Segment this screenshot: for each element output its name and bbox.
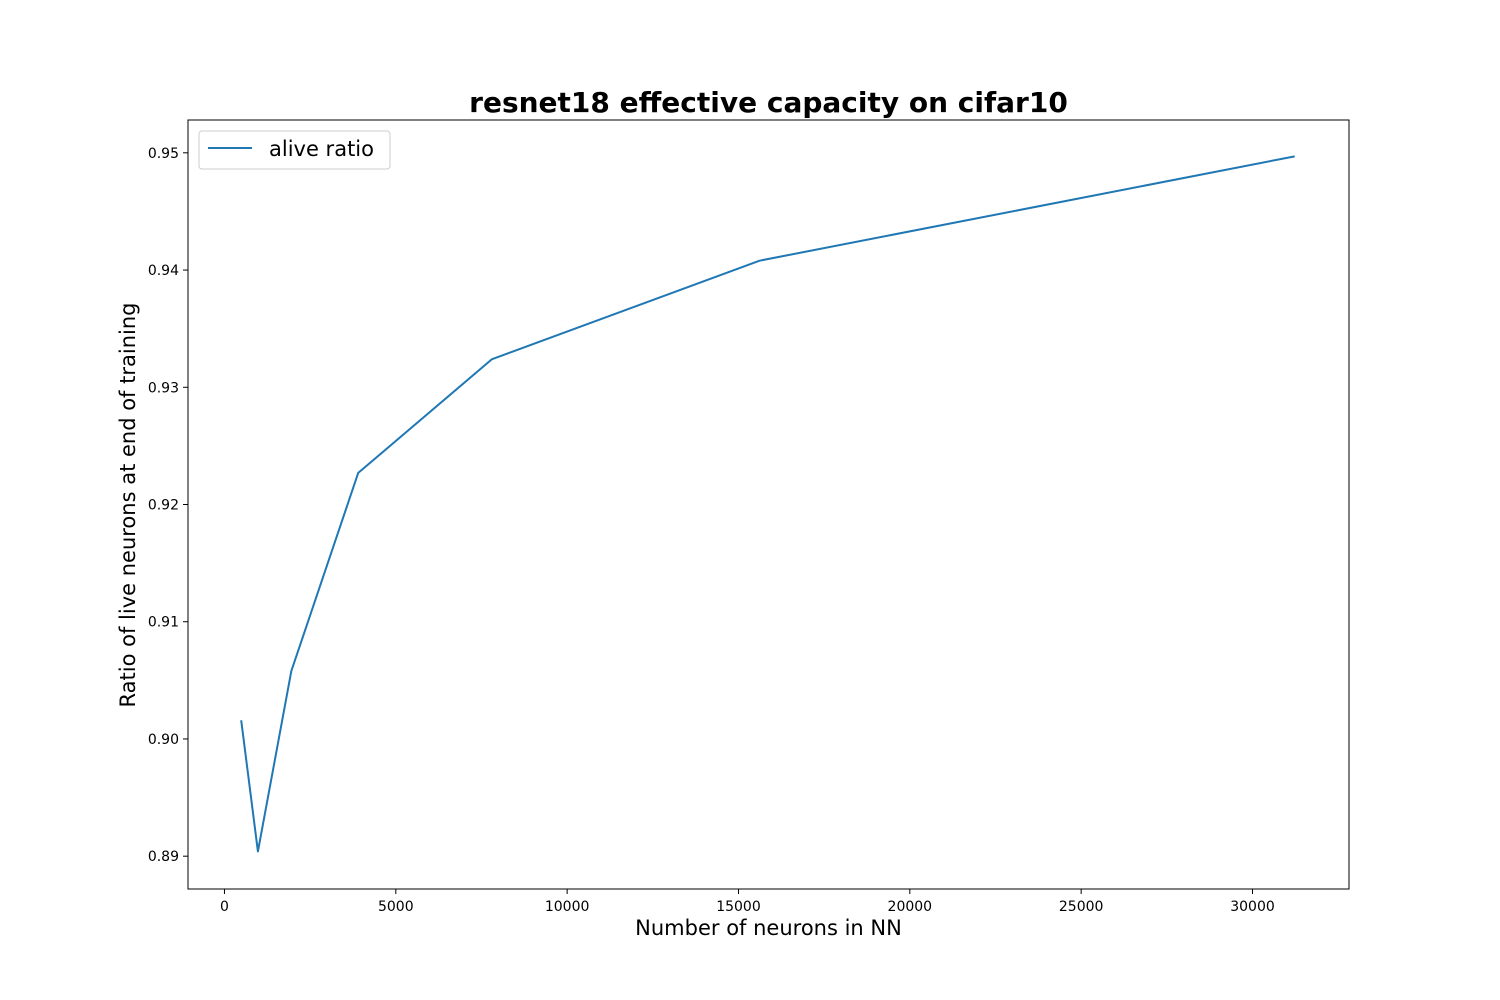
x-tick-label: 10000 (545, 899, 590, 915)
x-axis-ticks: 0 5000 10000 15000 20000 25000 30000 (220, 889, 1275, 915)
x-tick-label: 30000 (1230, 899, 1275, 915)
chart-title: resnet18 effective capacity on cifar10 (469, 86, 1068, 119)
x-tick-label: 25000 (1059, 899, 1104, 915)
x-tick-label: 15000 (716, 899, 761, 915)
x-tick-label: 5000 (378, 899, 414, 915)
y-tick-label: 0.94 (148, 263, 179, 279)
series-line-0 (240, 155, 1295, 853)
y-axis-ticks: 0.89 0.90 0.91 0.92 0.93 0.94 0.95 (148, 146, 188, 865)
x-axis-label: Number of neurons in NN (635, 916, 902, 940)
y-tick-label: 0.91 (148, 615, 179, 631)
y-tick-label: 0.93 (148, 380, 179, 396)
legend: alive ratio (198, 130, 391, 170)
plot-area-frame (187, 119, 1350, 890)
y-axis-label: Ratio of live neurons at end of training (116, 303, 140, 708)
y-tick-label: 0.95 (148, 146, 179, 162)
x-tick-label: 0 (220, 899, 229, 915)
x-tick-label: 20000 (888, 899, 933, 915)
y-tick-label: 0.90 (148, 732, 179, 748)
legend-box (198, 130, 391, 170)
y-tick-label: 0.92 (148, 498, 179, 514)
y-tick-label: 0.89 (148, 849, 179, 865)
series-layer (240, 155, 1295, 853)
legend-label-alive-ratio: alive ratio (269, 137, 374, 161)
